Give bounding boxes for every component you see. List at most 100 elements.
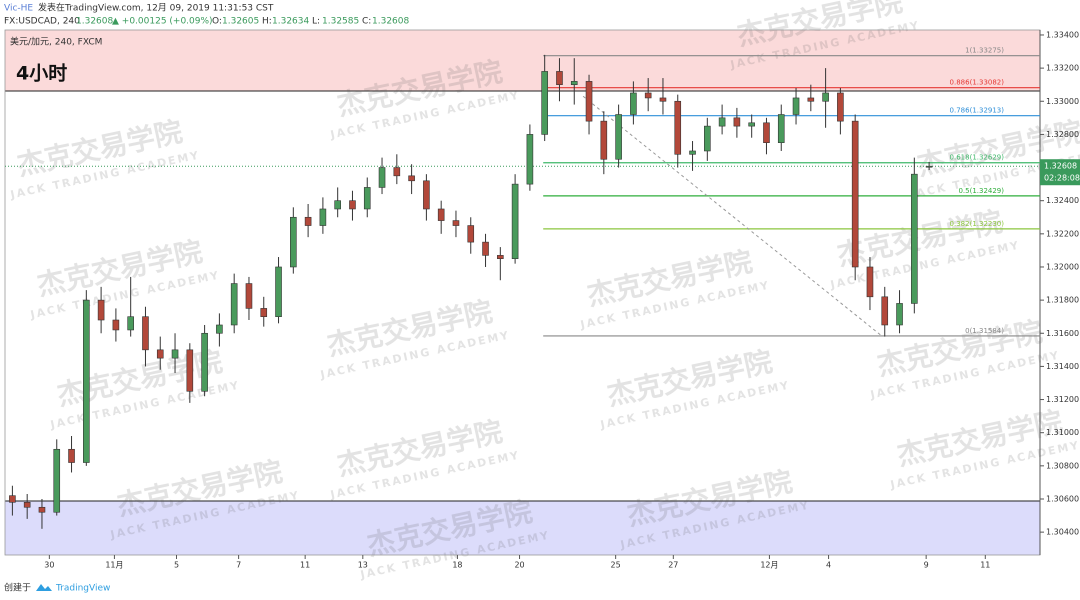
candle-body bbox=[9, 495, 16, 503]
candle-body bbox=[911, 173, 918, 304]
x-tick-label: 7 bbox=[236, 561, 241, 570]
countdown: 02:28:08 bbox=[1044, 174, 1080, 183]
candle-body bbox=[541, 71, 548, 135]
y-tick-label: 1.33000 bbox=[1046, 97, 1079, 106]
subtitle: 美元/加元, 240, FXCM bbox=[10, 36, 102, 48]
change: ▲ +0.00125 (+0.09%) bbox=[112, 17, 213, 27]
y-tick-label: 1.31600 bbox=[1046, 329, 1079, 338]
candle-body bbox=[171, 349, 179, 359]
candle-body bbox=[467, 225, 475, 243]
candle-body bbox=[245, 283, 253, 309]
candle-body bbox=[260, 308, 268, 317]
x-tick-label: 4 bbox=[826, 561, 831, 570]
logo bbox=[36, 584, 52, 591]
candle-body bbox=[53, 448, 61, 513]
x-tick-label: 30 bbox=[44, 561, 54, 570]
candle-body bbox=[866, 266, 874, 298]
candle-body bbox=[659, 97, 667, 102]
candle-body bbox=[615, 114, 622, 160]
y-tick-label: 1.33200 bbox=[1046, 64, 1079, 73]
y-tick-label: 1.32400 bbox=[1046, 196, 1079, 205]
candle-body bbox=[733, 117, 741, 127]
candle-body bbox=[156, 349, 164, 359]
x-tick-label: 9 bbox=[924, 561, 929, 570]
candle-body bbox=[393, 167, 401, 177]
ohlc-key: L: bbox=[312, 17, 320, 27]
candle-body bbox=[674, 100, 682, 155]
last-price: 1.32608 bbox=[76, 17, 113, 27]
candle-body bbox=[423, 180, 430, 210]
candle-body bbox=[452, 220, 460, 226]
price-tag bbox=[1040, 159, 1080, 186]
y-tick-label: 1.30400 bbox=[1046, 528, 1079, 537]
candle-body bbox=[526, 134, 534, 185]
fib-label: 0.886(1.33082) bbox=[950, 79, 1005, 87]
fib-label: 0(1.31584) bbox=[965, 327, 1004, 335]
ohlc-key: H: bbox=[262, 17, 272, 27]
candle-body bbox=[186, 349, 194, 392]
x-tick-label: 20 bbox=[514, 561, 524, 570]
candle-body bbox=[630, 92, 637, 115]
x-tick-label: 11 bbox=[300, 561, 310, 570]
footer-created: 创建于 bbox=[4, 582, 31, 594]
ohlc-value: 1.32634 bbox=[272, 17, 309, 27]
candle-body bbox=[881, 296, 889, 326]
x-tick-label: 27 bbox=[668, 561, 678, 570]
candle-body bbox=[378, 167, 386, 188]
candle-body bbox=[585, 81, 593, 122]
candle-body bbox=[201, 332, 208, 392]
candle-body bbox=[216, 324, 223, 334]
header: Vic-HE 发表在TradingView.com, 12月 09, 2019 … bbox=[4, 2, 274, 27]
candle-body bbox=[482, 241, 489, 256]
candle-body bbox=[304, 216, 312, 226]
fib-label: 0.382(1.32230) bbox=[950, 220, 1005, 228]
y-tick-label: 1.31400 bbox=[1046, 362, 1079, 371]
candle-body bbox=[748, 122, 755, 127]
x-tick-label: 11 bbox=[980, 561, 990, 570]
y-tick-label: 1.31800 bbox=[1046, 296, 1079, 305]
candle-body bbox=[97, 299, 105, 321]
y-tick-label: 1.30600 bbox=[1046, 494, 1079, 503]
footer-brand[interactable]: TradingView bbox=[55, 584, 110, 594]
candle-body bbox=[142, 316, 149, 351]
candle-body bbox=[570, 81, 578, 85]
y-tick-label: 1.33400 bbox=[1046, 30, 1079, 39]
plot-area bbox=[5, 30, 1040, 555]
candle-body bbox=[230, 283, 238, 326]
candle-body bbox=[851, 120, 859, 268]
published: 发表在TradingView.com, 12月 09, 2019 11:31:5… bbox=[38, 2, 274, 14]
chart-title: 4小时 bbox=[16, 63, 67, 85]
candle-body bbox=[896, 303, 903, 326]
candle-body bbox=[763, 122, 770, 143]
fib-label: 1(1.33275) bbox=[965, 47, 1004, 55]
fib-label: 0.5(1.32429) bbox=[958, 187, 1004, 195]
candle-body bbox=[689, 150, 696, 155]
ohlc-key: C: bbox=[362, 17, 371, 27]
candle-body bbox=[349, 200, 356, 210]
y-tick-label: 1.31000 bbox=[1046, 428, 1079, 437]
candle-body bbox=[792, 97, 800, 115]
candle-body bbox=[837, 92, 844, 122]
ohlc-value: 1.32585 bbox=[322, 17, 359, 27]
candle-body bbox=[23, 502, 31, 508]
candle-body bbox=[822, 92, 829, 102]
candle-body bbox=[704, 125, 711, 152]
candle-body bbox=[127, 316, 134, 331]
author: Vic-HE bbox=[4, 4, 33, 14]
y-tick-label: 1.32000 bbox=[1046, 262, 1079, 271]
symbol: FX:USDCAD, 240 bbox=[4, 17, 80, 27]
candle-body bbox=[38, 506, 46, 513]
candle-body bbox=[363, 187, 371, 210]
x-tick-label: 11月 bbox=[105, 561, 123, 570]
zone bbox=[5, 500, 1040, 555]
x-tick-label: 12月 bbox=[760, 561, 778, 570]
candle-body bbox=[68, 448, 75, 463]
candle-body bbox=[718, 117, 726, 127]
trendline bbox=[582, 95, 883, 337]
x-tick-label: 13 bbox=[358, 561, 368, 570]
candle-body bbox=[556, 71, 563, 85]
candle-body bbox=[290, 216, 297, 268]
candle-body bbox=[925, 165, 933, 168]
y-tick-label: 1.31200 bbox=[1046, 395, 1079, 404]
